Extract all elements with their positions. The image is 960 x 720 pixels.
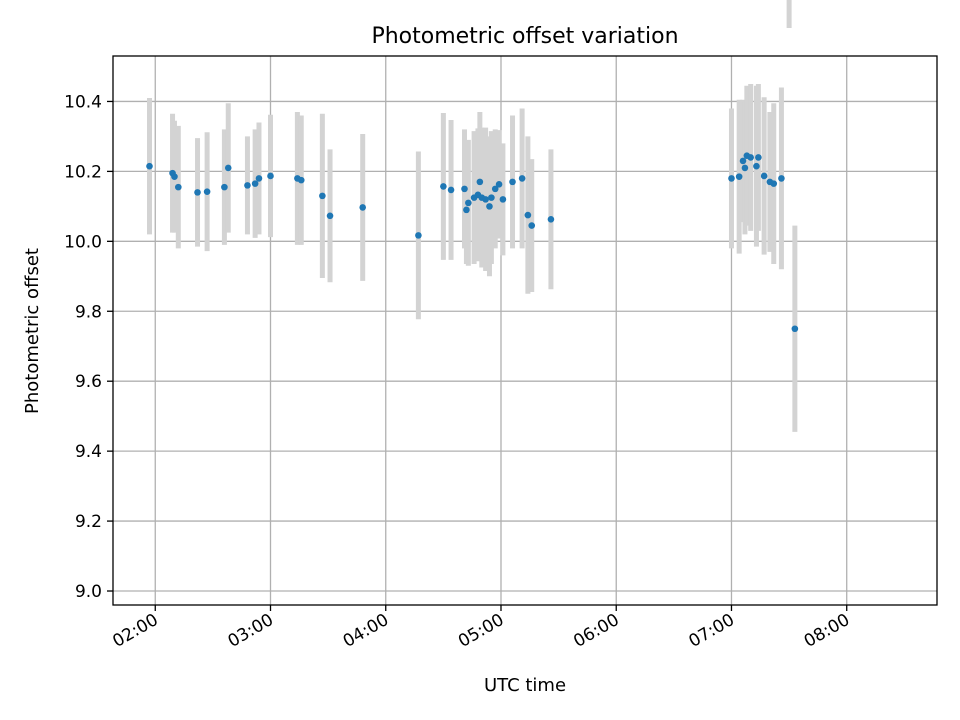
data-point bbox=[528, 222, 536, 229]
data-point bbox=[524, 211, 532, 219]
error-bars bbox=[146, 0, 798, 432]
x-tick-label: 02:00 bbox=[109, 610, 161, 652]
data-point bbox=[326, 212, 334, 220]
y-axis-ticks: 9.0 9.2 9.4 9.6 9.8 10.0 10.2 10.4 bbox=[64, 92, 113, 602]
data-point bbox=[224, 164, 232, 172]
y-tick-label: 10.0 bbox=[64, 232, 102, 252]
data-point bbox=[203, 188, 211, 195]
chart-title: Photometric offset variation bbox=[371, 24, 678, 49]
data-point bbox=[440, 183, 447, 190]
x-tick-label: 06:00 bbox=[570, 610, 622, 652]
data-point bbox=[244, 182, 251, 189]
data-point bbox=[476, 178, 484, 186]
data-point bbox=[267, 172, 274, 180]
data-point bbox=[739, 157, 747, 165]
data-point bbox=[359, 204, 366, 211]
y-tick-label: 10.4 bbox=[64, 92, 102, 112]
data-point bbox=[482, 196, 489, 203]
data-point bbox=[495, 181, 503, 188]
y-tick-label: 9.6 bbox=[75, 372, 102, 392]
data-point bbox=[486, 203, 493, 210]
data-point bbox=[791, 325, 799, 333]
x-tick-label: 03:00 bbox=[225, 610, 277, 652]
data-point bbox=[465, 199, 472, 207]
gridlines bbox=[113, 56, 937, 605]
plot-frame bbox=[112, 55, 938, 606]
x-tick-label: 04:00 bbox=[340, 610, 392, 652]
data-point bbox=[297, 176, 305, 184]
data-point bbox=[251, 180, 259, 187]
data-point bbox=[728, 175, 735, 182]
y-tick-label: 9.2 bbox=[75, 512, 102, 532]
y-tick-label: 9.0 bbox=[75, 582, 102, 602]
data-point bbox=[509, 178, 516, 186]
y-tick-label: 9.8 bbox=[75, 302, 102, 322]
data-point bbox=[447, 186, 455, 194]
data-point bbox=[499, 196, 507, 203]
data-point bbox=[194, 189, 201, 196]
x-tick-label: 08:00 bbox=[801, 610, 853, 652]
data-point bbox=[741, 164, 749, 172]
data-point bbox=[463, 206, 470, 214]
data-point bbox=[518, 175, 526, 182]
y-tick-label: 10.2 bbox=[64, 162, 102, 182]
data-point bbox=[146, 162, 153, 170]
data-point bbox=[760, 172, 768, 180]
data-points bbox=[146, 152, 799, 333]
data-point bbox=[735, 173, 743, 180]
data-point bbox=[491, 185, 499, 193]
data-point bbox=[747, 154, 754, 161]
data-point bbox=[255, 175, 263, 182]
data-point bbox=[547, 216, 555, 223]
y-tick-label: 9.4 bbox=[75, 442, 102, 462]
x-tick-label: 07:00 bbox=[686, 610, 738, 652]
data-point bbox=[415, 232, 422, 239]
data-point bbox=[488, 194, 495, 201]
data-point bbox=[319, 192, 326, 200]
x-tick-label: 05:00 bbox=[455, 610, 507, 652]
data-point bbox=[461, 185, 468, 193]
data-point bbox=[753, 162, 760, 170]
y-axis-label: Photometric offset bbox=[22, 248, 43, 414]
data-point bbox=[221, 183, 228, 191]
data-point bbox=[175, 183, 182, 191]
x-axis-label: UTC time bbox=[484, 675, 566, 696]
data-point bbox=[171, 173, 178, 180]
data-point bbox=[770, 180, 778, 187]
data-point bbox=[778, 175, 785, 182]
data-point bbox=[755, 154, 762, 161]
x-axis-ticks: 02:00 03:00 04:00 05:00 06:00 07:00 08:00 bbox=[109, 605, 853, 652]
